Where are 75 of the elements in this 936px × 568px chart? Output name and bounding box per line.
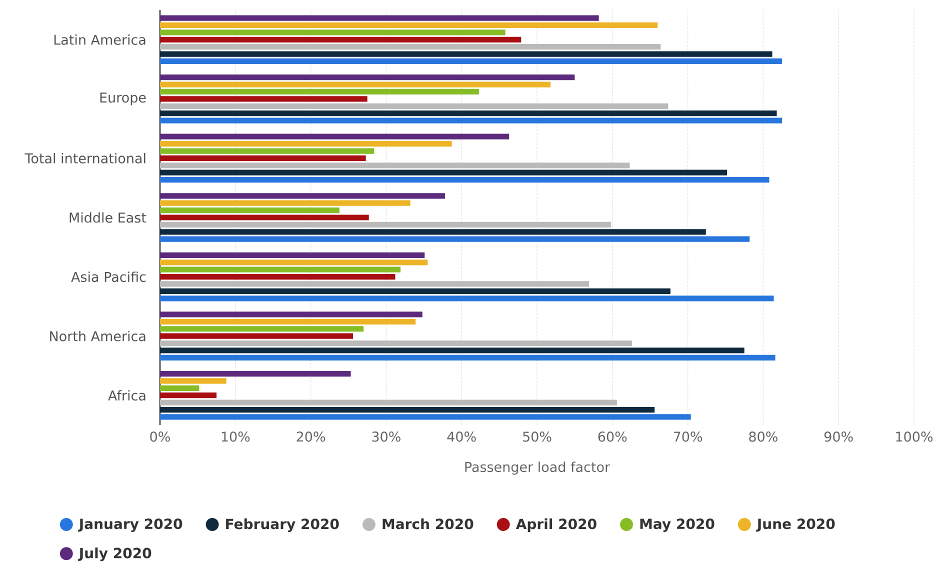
x-tick-label: 70% <box>674 432 702 442</box>
bar <box>160 110 777 116</box>
bar <box>160 222 611 228</box>
x-tick-label: 90% <box>824 432 853 442</box>
x-tick-label: 50% <box>523 432 552 442</box>
bar <box>160 385 200 391</box>
bar <box>160 414 691 420</box>
legend-label: March 2020 <box>382 518 474 530</box>
y-tick-label: Asia Pacific <box>71 272 146 282</box>
x-tick-label: 20% <box>296 432 326 442</box>
bar <box>160 378 226 384</box>
bar <box>160 96 368 102</box>
legend-label: July 2020 <box>78 548 152 562</box>
bar <box>160 141 452 147</box>
bar <box>160 260 428 266</box>
bar <box>160 348 744 354</box>
bar <box>160 170 728 176</box>
bar <box>160 82 551 88</box>
legend-label: May 2020 <box>640 518 714 532</box>
y-tick-label: Africa <box>108 390 146 401</box>
x-tick-label: 10% <box>222 432 250 442</box>
bar <box>160 22 658 28</box>
legend-label: April 2020 <box>516 518 596 532</box>
legend-label: January 2020 <box>78 518 182 532</box>
bar <box>160 252 425 258</box>
x-tick-label: 80% <box>749 432 778 442</box>
bar <box>160 370 351 377</box>
bar <box>160 214 369 220</box>
bar <box>160 333 354 339</box>
bar <box>160 281 590 287</box>
bar <box>160 88 479 95</box>
y-tick-label: Europe <box>100 92 146 106</box>
bar <box>160 30 506 36</box>
legend-label: June 2020 <box>756 518 835 532</box>
bar <box>160 15 599 21</box>
legend-label: February 2020 <box>226 518 339 532</box>
bar <box>160 177 770 183</box>
bar <box>160 44 661 50</box>
bar <box>160 340 632 346</box>
bar <box>160 162 630 168</box>
bar <box>160 406 655 413</box>
bar <box>160 236 750 242</box>
y-tick-label: Middle East <box>70 212 146 223</box>
bar <box>160 148 374 154</box>
bar <box>160 318 416 324</box>
bar <box>160 312 422 318</box>
bar <box>160 288 670 294</box>
bar <box>160 193 446 199</box>
bar <box>160 326 364 332</box>
x-axis-title: Passenger load factor <box>465 462 610 475</box>
bar <box>160 400 617 406</box>
bar <box>160 354 776 360</box>
bar <box>160 207 340 214</box>
x-tick-label: 30% <box>372 432 400 442</box>
bar <box>160 134 510 140</box>
bar <box>160 266 401 272</box>
bar <box>160 296 774 302</box>
x-tick-label: 0% <box>150 432 170 442</box>
x-tick-label: 60% <box>598 432 627 442</box>
y-tick-label: North America <box>50 330 146 342</box>
x-tick-label: 100% <box>896 432 933 442</box>
bar <box>160 74 575 80</box>
bar <box>160 200 410 206</box>
bar <box>160 36 522 42</box>
bar <box>160 155 366 162</box>
bar <box>160 274 396 280</box>
bar <box>160 118 782 124</box>
bar <box>160 392 217 398</box>
x-tick-label: 40% <box>447 432 476 442</box>
bar <box>160 229 706 235</box>
y-tick-label: Total international <box>24 152 146 164</box>
bar <box>160 103 668 109</box>
bar <box>160 58 782 64</box>
bar <box>160 51 772 57</box>
y-tick-label: Latin America <box>54 34 146 45</box>
